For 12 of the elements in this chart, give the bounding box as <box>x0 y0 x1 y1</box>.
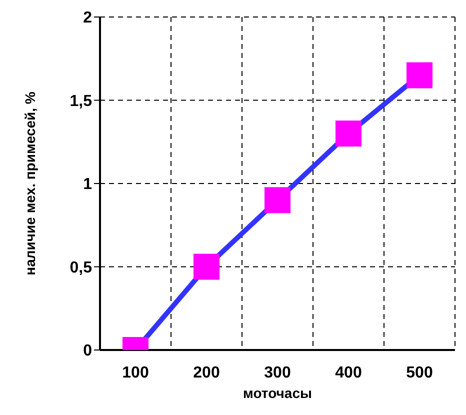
y-tick-label: 1 <box>83 176 92 194</box>
y-tick-label: 1,5 <box>70 92 92 110</box>
x-tick-label: 100 <box>122 364 149 382</box>
y-tick-label: 2 <box>83 10 92 27</box>
x-axis-title: моточасы <box>243 385 312 401</box>
y-tick-label: 0 <box>83 342 92 360</box>
y-tick-label: 0,5 <box>70 259 92 276</box>
x-tick-label: 500 <box>406 364 433 382</box>
x-tick-label: 200 <box>193 364 220 382</box>
x-tick-label: 300 <box>264 364 291 382</box>
x-tick-label: 400 <box>335 364 362 382</box>
y-axis-title: наличие мех. примесей, % <box>22 91 38 276</box>
